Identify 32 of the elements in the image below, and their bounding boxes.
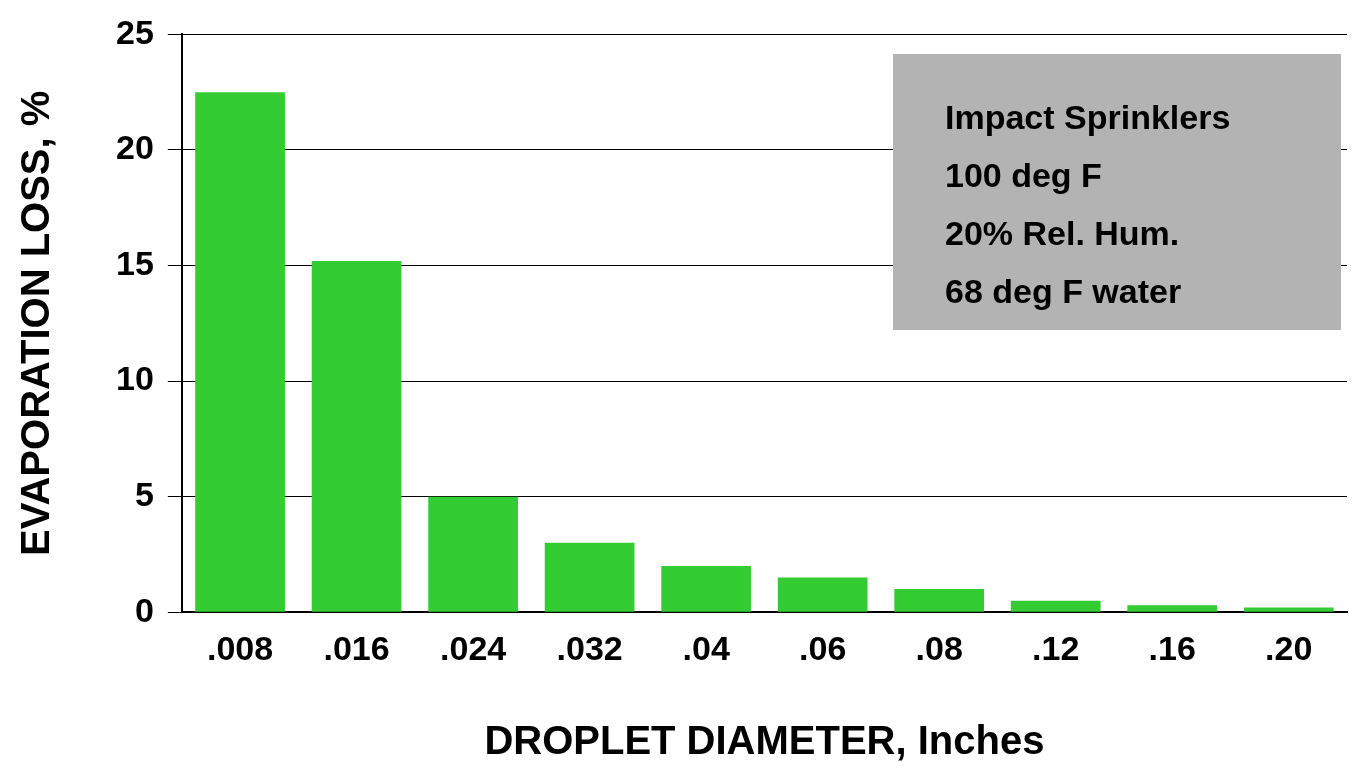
annotation: 20% Rel. Hum.	[945, 213, 1181, 255]
bar	[311, 260, 402, 612]
x-tick-label: .016	[323, 628, 390, 667]
y-tick-label: 20	[115, 128, 154, 167]
bar	[777, 577, 868, 612]
x-axis-title: DROPLET DIAMETER, Inches	[484, 718, 1045, 763]
annotation: 68 deg F water	[945, 271, 1183, 313]
bar	[195, 92, 285, 612]
bar	[1243, 607, 1334, 612]
x-tick-label: .06	[799, 628, 847, 667]
bar	[661, 565, 752, 612]
y-axis-title: EVAPORATION LOSS, %	[13, 90, 58, 556]
bar	[1127, 605, 1218, 612]
annotation: Impact Sprinklers	[945, 97, 1232, 139]
bar	[428, 496, 518, 612]
bar	[894, 589, 985, 612]
bar	[544, 542, 635, 612]
y-tick-label: 0	[134, 590, 154, 629]
x-tick-label: .032	[556, 628, 623, 667]
x-tick-label: .20	[1265, 628, 1313, 667]
x-tick-label: .16	[1148, 628, 1196, 667]
x-tick-label: .04	[682, 628, 730, 667]
y-tick-label: 10	[115, 359, 154, 398]
x-tick-label: .024	[440, 628, 507, 667]
bar	[1010, 600, 1101, 612]
y-tick-label: 25	[115, 12, 154, 51]
x-tick-label: .12	[1032, 628, 1080, 667]
y-tick-label: 15	[115, 243, 154, 282]
x-tick-label: .008	[206, 628, 274, 667]
y-tick-label: 5	[134, 475, 154, 514]
annotation: 100 deg F	[945, 155, 1103, 197]
x-tick-label: .08	[915, 628, 963, 667]
